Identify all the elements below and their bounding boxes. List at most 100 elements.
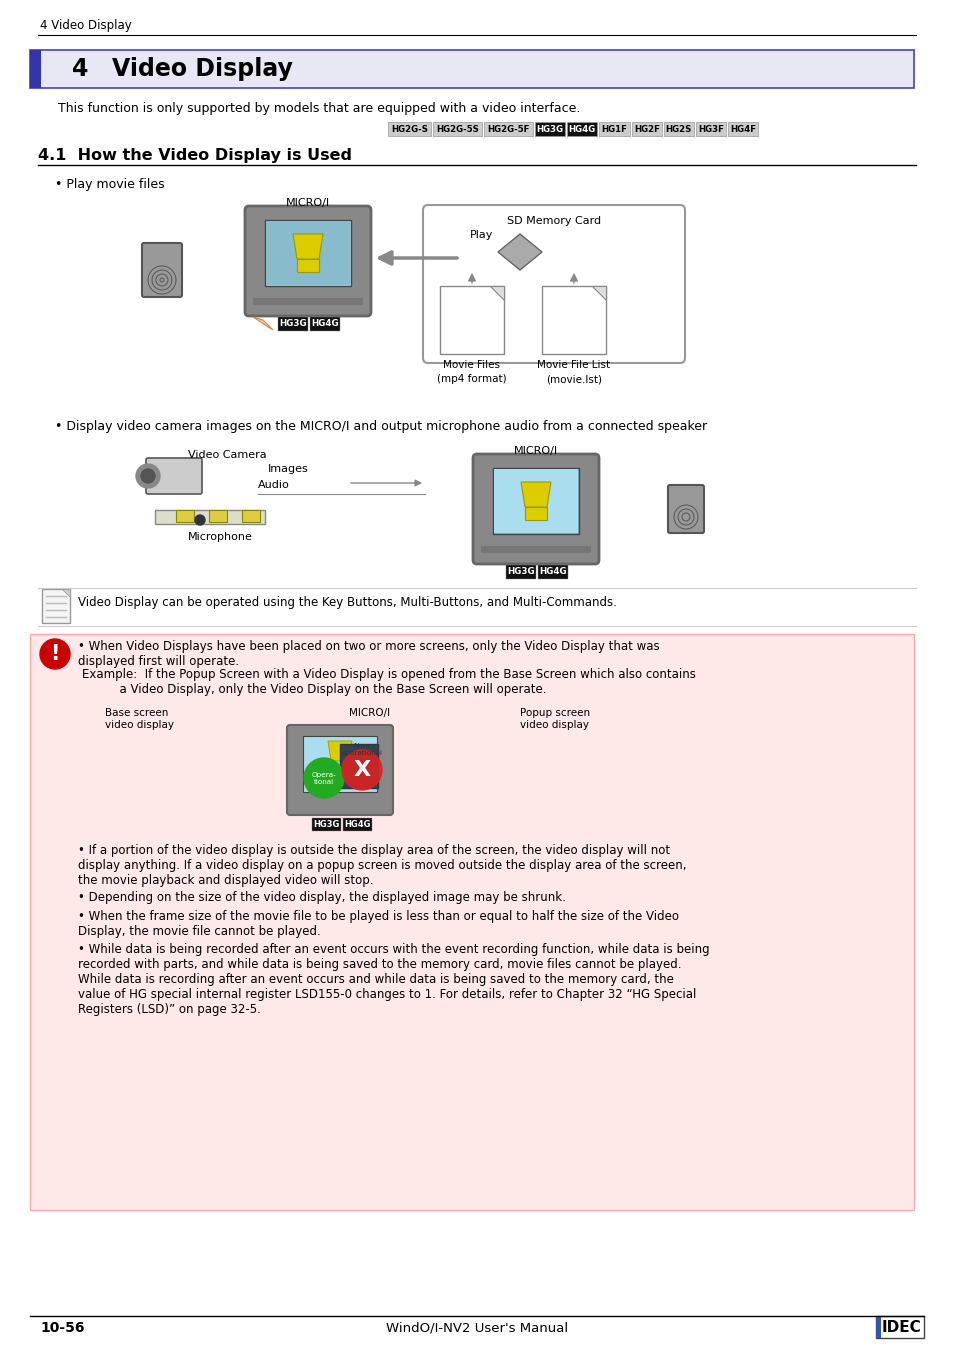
Text: • Depending on the size of the video display, the displayed image may be shrunk.: • Depending on the size of the video dis… bbox=[78, 891, 565, 904]
Text: • When the frame size of the movie file to be played is less than or equal to ha: • When the frame size of the movie file … bbox=[78, 910, 679, 938]
Text: MICRO/I: MICRO/I bbox=[349, 707, 390, 718]
Text: (movie.lst): (movie.lst) bbox=[545, 374, 601, 383]
Text: HG4G: HG4G bbox=[539, 567, 566, 576]
FancyBboxPatch shape bbox=[146, 458, 202, 494]
Text: MICRO/I: MICRO/I bbox=[514, 446, 558, 456]
Text: Movie Files: Movie Files bbox=[443, 360, 500, 370]
Text: HG2S: HG2S bbox=[665, 124, 691, 134]
Text: Video Display can be operated using the Key Buttons, Multi-Buttons, and Multi-Co: Video Display can be operated using the … bbox=[78, 595, 617, 609]
Text: HG2G-S: HG2G-S bbox=[391, 124, 428, 134]
FancyBboxPatch shape bbox=[567, 122, 597, 136]
Polygon shape bbox=[253, 317, 273, 329]
FancyBboxPatch shape bbox=[875, 1316, 923, 1338]
Circle shape bbox=[136, 464, 160, 487]
FancyBboxPatch shape bbox=[30, 50, 913, 88]
Text: HG2F: HG2F bbox=[633, 124, 659, 134]
FancyBboxPatch shape bbox=[312, 818, 340, 832]
FancyBboxPatch shape bbox=[277, 317, 308, 331]
Text: Movie File List: Movie File List bbox=[537, 360, 610, 370]
Text: Example:  If the Popup Screen with a Video Display is opened from the Base Scree: Example: If the Popup Screen with a Vide… bbox=[82, 668, 695, 697]
Text: Microphone: Microphone bbox=[188, 532, 253, 541]
Polygon shape bbox=[293, 234, 323, 259]
Text: • Display video camera images on the MICRO/I and output microphone audio from a : • Display video camera images on the MIC… bbox=[55, 420, 706, 433]
Circle shape bbox=[40, 639, 70, 670]
Circle shape bbox=[194, 514, 205, 525]
Text: Video Camera: Video Camera bbox=[188, 450, 266, 460]
Polygon shape bbox=[328, 741, 352, 761]
Text: HG3G: HG3G bbox=[536, 124, 563, 134]
FancyBboxPatch shape bbox=[343, 818, 372, 832]
Text: MICRO/I: MICRO/I bbox=[286, 198, 330, 208]
Text: 4 Video Display: 4 Video Display bbox=[40, 19, 132, 31]
FancyBboxPatch shape bbox=[631, 122, 661, 136]
Text: • Play movie files: • Play movie files bbox=[55, 178, 165, 190]
FancyBboxPatch shape bbox=[303, 736, 376, 792]
Polygon shape bbox=[592, 286, 605, 300]
Text: X: X bbox=[353, 760, 370, 780]
Text: Base screen
video display: Base screen video display bbox=[105, 707, 173, 729]
Text: 10-56: 10-56 bbox=[40, 1322, 85, 1335]
Text: 4.1  How the Video Display is Used: 4.1 How the Video Display is Used bbox=[38, 148, 352, 163]
Text: Images: Images bbox=[268, 464, 309, 474]
FancyBboxPatch shape bbox=[483, 122, 533, 136]
FancyBboxPatch shape bbox=[242, 510, 260, 522]
FancyBboxPatch shape bbox=[253, 298, 363, 305]
Text: • While data is being recorded after an event occurs with the event recording fu: • While data is being recorded after an … bbox=[78, 944, 709, 1017]
Text: This function is only supported by models that are equipped with a video interfa: This function is only supported by model… bbox=[58, 103, 579, 115]
Text: Opera-
tional: Opera- tional bbox=[312, 771, 336, 784]
FancyBboxPatch shape bbox=[339, 744, 377, 788]
FancyBboxPatch shape bbox=[494, 468, 578, 533]
FancyBboxPatch shape bbox=[422, 205, 684, 363]
Text: HG1F: HG1F bbox=[601, 124, 627, 134]
FancyBboxPatch shape bbox=[142, 243, 182, 297]
FancyBboxPatch shape bbox=[296, 259, 318, 271]
FancyBboxPatch shape bbox=[245, 207, 371, 316]
FancyBboxPatch shape bbox=[598, 122, 629, 136]
Text: (mp4 format): (mp4 format) bbox=[436, 374, 506, 383]
FancyBboxPatch shape bbox=[493, 468, 578, 535]
Text: Play: Play bbox=[470, 230, 493, 240]
Text: HG4G: HG4G bbox=[344, 819, 371, 829]
FancyBboxPatch shape bbox=[433, 122, 481, 136]
Text: HG2G-5F: HG2G-5F bbox=[487, 124, 529, 134]
Text: HG3F: HG3F bbox=[698, 124, 723, 134]
FancyBboxPatch shape bbox=[667, 485, 703, 533]
FancyBboxPatch shape bbox=[388, 122, 431, 136]
FancyBboxPatch shape bbox=[175, 510, 193, 522]
FancyBboxPatch shape bbox=[541, 286, 605, 354]
FancyBboxPatch shape bbox=[310, 317, 340, 331]
FancyBboxPatch shape bbox=[473, 454, 598, 564]
FancyBboxPatch shape bbox=[663, 122, 693, 136]
FancyBboxPatch shape bbox=[535, 122, 564, 136]
Text: WindO/I-NV2 User's Manual: WindO/I-NV2 User's Manual bbox=[386, 1322, 567, 1335]
FancyBboxPatch shape bbox=[727, 122, 758, 136]
FancyBboxPatch shape bbox=[266, 221, 350, 285]
Polygon shape bbox=[497, 234, 541, 270]
Text: IDEC: IDEC bbox=[882, 1319, 921, 1335]
FancyBboxPatch shape bbox=[42, 589, 70, 622]
FancyBboxPatch shape bbox=[875, 1316, 880, 1338]
Text: HG2G-5S: HG2G-5S bbox=[436, 124, 478, 134]
Circle shape bbox=[141, 468, 154, 483]
Text: HG3G: HG3G bbox=[507, 567, 535, 576]
FancyBboxPatch shape bbox=[154, 510, 265, 524]
Polygon shape bbox=[520, 482, 551, 508]
Polygon shape bbox=[490, 286, 503, 300]
Text: HG4G: HG4G bbox=[312, 320, 338, 328]
FancyBboxPatch shape bbox=[287, 725, 393, 815]
FancyBboxPatch shape bbox=[505, 566, 536, 579]
Text: • When Video Displays have been placed on two or more screens, only the Video Di: • When Video Displays have been placed o… bbox=[78, 640, 659, 668]
Text: HG4G: HG4G bbox=[568, 124, 596, 134]
Text: • If a portion of the video display is outside the display area of the screen, t: • If a portion of the video display is o… bbox=[78, 844, 686, 887]
Text: Audio: Audio bbox=[257, 481, 290, 490]
Text: Video Display: Video Display bbox=[112, 57, 293, 81]
FancyBboxPatch shape bbox=[30, 634, 913, 1210]
Circle shape bbox=[341, 751, 381, 790]
FancyBboxPatch shape bbox=[265, 220, 351, 286]
Text: Non-
operational: Non- operational bbox=[341, 744, 382, 756]
FancyBboxPatch shape bbox=[480, 545, 590, 554]
Text: SD Memory Card: SD Memory Card bbox=[506, 216, 600, 225]
FancyBboxPatch shape bbox=[537, 566, 568, 579]
Text: HG3G: HG3G bbox=[279, 320, 307, 328]
FancyBboxPatch shape bbox=[30, 50, 41, 88]
